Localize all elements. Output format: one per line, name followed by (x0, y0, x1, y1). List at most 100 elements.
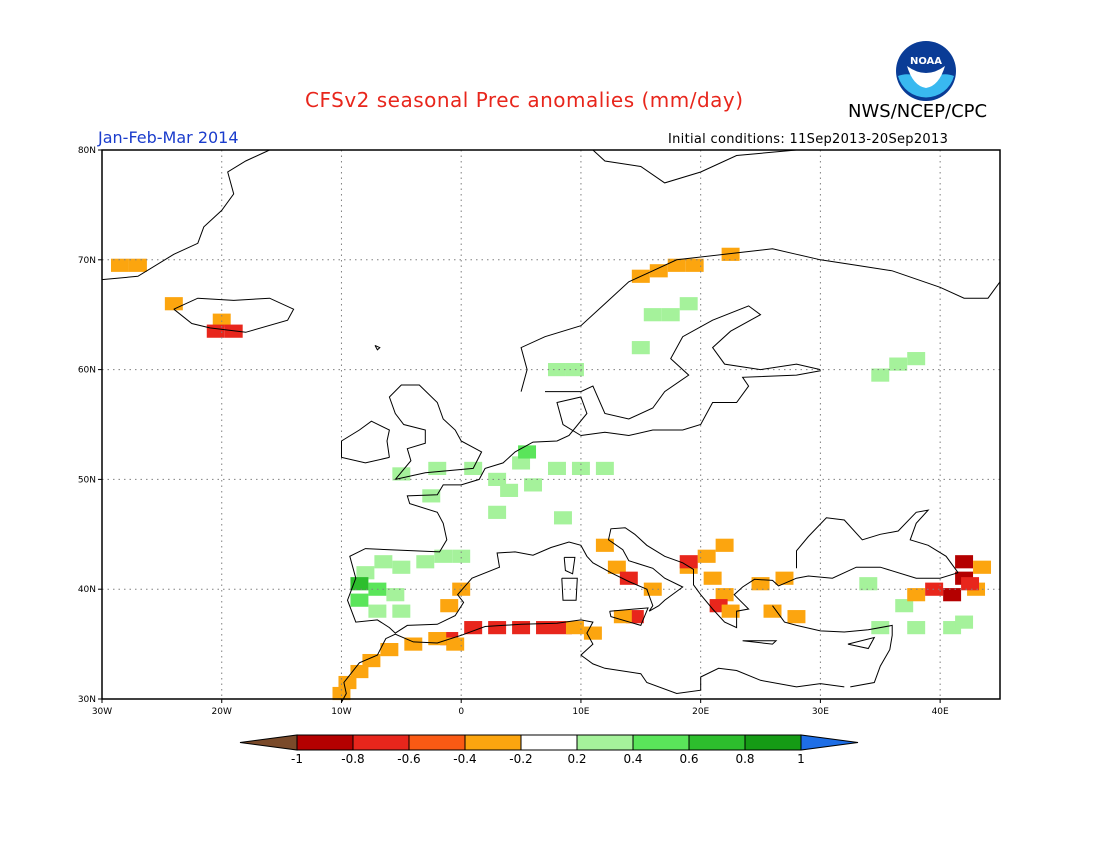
anomaly-cell (925, 582, 944, 596)
anomaly-cell (595, 461, 614, 476)
anomaly-cell (649, 264, 668, 278)
anomaly-cell (548, 461, 566, 476)
anomaly-cell (548, 363, 566, 377)
anomaly-cell (721, 604, 740, 618)
coastline-anatolia-south (772, 605, 893, 688)
anomaly-cell (338, 675, 357, 690)
colorbar-label: -1 (291, 752, 303, 766)
anomaly-cell (859, 577, 878, 591)
anomaly-cell (895, 599, 914, 613)
anomaly-cell (416, 555, 435, 569)
anomaly-cell (643, 308, 662, 322)
coastline-sicily (609, 607, 649, 627)
anomaly-cell (488, 621, 507, 635)
colorbar-label: 0.4 (623, 752, 642, 766)
coastline-cyprus (847, 636, 876, 650)
noaa-logo-text: NOAA (910, 56, 942, 67)
anomaly-cell (464, 621, 483, 635)
anomaly-cell (619, 571, 638, 585)
anomaly-cell (404, 637, 423, 651)
lon-tick-label: 0 (458, 707, 464, 717)
map-frame (101, 149, 1001, 700)
lat-tick-label: 40N (78, 585, 96, 595)
forecast-period: Jan-Feb-Mar 2014 (98, 128, 239, 147)
anomaly-cell (715, 588, 734, 602)
anomaly-cell (607, 560, 626, 574)
coastline-scandinavia (520, 248, 1001, 392)
colorbar-box (352, 734, 410, 751)
colorbar-box (520, 734, 578, 751)
anomaly-cell (392, 560, 411, 574)
anomaly-cell (679, 555, 698, 569)
anomaly-cells-layer (110, 247, 992, 701)
anomaly-cell (374, 555, 393, 569)
coastline-crete (742, 640, 778, 645)
anomaly-cell (973, 560, 992, 574)
anomaly-cell (571, 461, 590, 476)
colorbar-box (576, 734, 634, 751)
coastline-ireland (341, 420, 390, 464)
colorbar-box (688, 734, 746, 751)
colorbar-arrow-low (239, 734, 298, 751)
coastline-sardinia (561, 577, 578, 601)
anomaly-cell (380, 643, 399, 657)
lon-tick-label: 20E (692, 707, 709, 717)
lat-tick-label: 70N (78, 256, 96, 266)
lat-tick-label: 50N (78, 475, 96, 485)
anomaly-cell (446, 637, 465, 651)
anomaly-cell (679, 297, 698, 311)
anomaly-cell (763, 604, 782, 618)
lon-tick-label: 10W (331, 707, 351, 717)
lon-tick-label: 30W (92, 707, 112, 717)
anomaly-cell (386, 588, 405, 602)
anomaly-cell (356, 566, 375, 580)
colorbar-box (744, 734, 802, 751)
anomaly-cell (955, 555, 974, 569)
anomaly-cell (536, 621, 554, 635)
anomaly-cell (434, 549, 453, 563)
coastlines-layer (101, 149, 1001, 703)
anomaly-cell (685, 258, 704, 272)
coastline-baltic-coast (580, 370, 821, 437)
lon-tick-label: 30E (812, 707, 829, 717)
lon-tick-label: 40E (932, 707, 949, 717)
colorbar-boxes (239, 734, 859, 751)
anomaly-cell (422, 489, 441, 503)
anomaly-cell (500, 483, 519, 497)
anomaly-cell (362, 653, 381, 668)
coastline-sweden-finland (545, 305, 821, 420)
anomaly-cell (907, 621, 926, 635)
anomaly-cell (518, 445, 537, 459)
lat-tick-label: 60N (78, 366, 96, 376)
colorbar-label: -0.6 (397, 752, 420, 766)
colorbar-label: -0.4 (453, 752, 476, 766)
anomaly-cell (661, 308, 680, 322)
colorbar-label: -0.2 (509, 752, 532, 766)
colorbar-label: 0.8 (735, 752, 754, 766)
coastline-greenland (101, 149, 270, 281)
anomaly-cell (787, 610, 806, 624)
anomaly-cell (715, 538, 734, 552)
anomaly-cell (452, 549, 471, 563)
anomaly-cell (631, 341, 650, 355)
anomaly-cell (943, 588, 962, 602)
colorbar-label: 1 (797, 752, 805, 766)
initial-conditions: Initial conditions: 11Sep2013-20Sep2013 (668, 132, 949, 147)
coastline-black-sea-north (796, 509, 959, 573)
anomaly-cell (392, 604, 411, 618)
anomaly-cell (350, 593, 369, 607)
coastline-svalbard (592, 149, 797, 184)
axis-ticks-layer: 30W 20W 10W 0 10E 20E 30E 40E 30N 40N 50N 60N 70N 80N (78, 146, 949, 717)
colorbar-box (632, 734, 690, 751)
anomaly-cell (721, 247, 740, 261)
coastline-western-europe (346, 396, 959, 634)
anomaly-cell (565, 621, 584, 635)
anomaly-cell (613, 610, 632, 624)
anomaly-cell (955, 615, 974, 629)
agency-label: NWS/NCEP/CPC (848, 101, 988, 122)
anomaly-cell (961, 577, 980, 591)
anomaly-cell (488, 505, 507, 519)
anomaly-cell (907, 588, 926, 602)
